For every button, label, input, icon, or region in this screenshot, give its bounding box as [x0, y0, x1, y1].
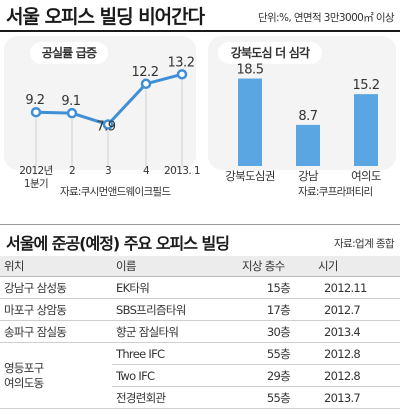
- table-row: 강남구 삼성동 EK타워 15층 2012.11: [0, 276, 400, 299]
- bar-value-label: 18.5: [237, 63, 264, 78]
- bar-category-label: 강남: [298, 169, 319, 183]
- row-floors: 55층: [238, 386, 314, 409]
- row-floors: 29층: [238, 364, 314, 387]
- bar-category-label: 강북도심권: [225, 169, 275, 183]
- office-buildings-table: 위치 이름 지상 층수 시기 강남구 삼성동 EK타워 15층 2012.11 …: [0, 256, 400, 409]
- line-point: [30, 106, 42, 118]
- row-floors: 30층: [238, 320, 314, 343]
- line-value-label: 9.1: [61, 94, 80, 109]
- line-chart-source: 자료:쿠시먼앤드웨이크필드: [60, 186, 171, 198]
- table-header-row: 위치 이름 지상 층수 시기: [0, 256, 400, 277]
- group-location-line2: 여의도동: [4, 375, 44, 390]
- row-location: 마포구 상암동: [0, 298, 112, 321]
- line-chart-title: 공실률 급증: [30, 42, 108, 64]
- row-name: 향군 잠실타워: [112, 320, 238, 343]
- row-date: 2012.8: [314, 364, 400, 387]
- bar-value-label: 8.7: [298, 109, 317, 124]
- header-name: 이름: [112, 256, 238, 277]
- row-location-group: 영등포구 여의도동: [0, 342, 112, 409]
- bar-chart-title: 강북도심 더 심각: [218, 42, 322, 64]
- line-point: [66, 107, 78, 119]
- line-value-label: 12.2: [132, 65, 159, 80]
- line-x-tick-label: 1분기: [24, 178, 48, 190]
- row-floors: 15층: [238, 276, 314, 299]
- table-row: Two IFC 29층 2012.8: [0, 364, 400, 387]
- unit-note: 단위:%, 연면적 3만3000㎡ 이상: [257, 12, 395, 24]
- row-name: 전경련회관: [112, 386, 238, 409]
- row-date: 2012.8: [314, 342, 400, 365]
- bar: [238, 78, 262, 166]
- table-row: 마포구 상암동 SBS프리즘타워 17층 2012.7: [0, 298, 400, 321]
- line-x-tick-label: 4: [143, 165, 150, 177]
- line-value-label: 7.9: [96, 120, 115, 135]
- table-title: 서울에 준공(예정) 주요 오피스 빌딩: [6, 234, 230, 253]
- row-date: 2013.7: [314, 386, 400, 409]
- section-divider: [0, 224, 400, 225]
- row-location: 송파구 잠실동: [0, 320, 112, 343]
- bar-chart: 18.5 강북도심권 8.7 강남 15.2 여의도: [225, 63, 381, 183]
- row-name: EK타워: [112, 276, 238, 299]
- row-name: Three IFC: [112, 342, 238, 365]
- line-x-tick-label: 2013. 1: [164, 165, 200, 177]
- row-floors: 17층: [238, 298, 314, 321]
- row-name: SBS프리즘타워: [112, 298, 238, 321]
- row-floors: 55층: [238, 342, 314, 365]
- bar: [354, 94, 378, 166]
- group-location-line1: 영등포구: [4, 360, 44, 375]
- header-divider: [0, 30, 400, 32]
- line-point: [176, 69, 188, 80]
- row-date: 2013.4: [314, 320, 400, 343]
- row-name: Two IFC: [112, 364, 238, 387]
- table-source: 자료:업계 종합: [333, 238, 395, 250]
- header-floors: 지상 층수: [238, 256, 314, 277]
- bar-chart-source: 자료:쿠프라퍼티리: [298, 186, 373, 198]
- line-point: [140, 78, 152, 90]
- row-date: 2012.7: [314, 298, 400, 321]
- line-value-label: 13.2: [168, 55, 195, 70]
- table-row: 송파구 잠실동 향군 잠실타워 30층 2013.4: [0, 320, 400, 343]
- header-date: 시기: [314, 256, 400, 277]
- header-location: 위치: [0, 256, 112, 277]
- line-value-label: 9.2: [25, 93, 44, 108]
- page-title: 서울 오피스 빌딩 비어간다: [6, 6, 205, 28]
- line-x-tick-label: 2: [69, 165, 75, 177]
- line-x-tick-label: 2012년: [19, 165, 52, 177]
- line-point: [102, 119, 114, 130]
- table-row: 전경련회관 55층 2013.7: [0, 386, 400, 409]
- bar: [296, 124, 320, 166]
- row-date: 2012.11: [314, 276, 400, 299]
- bar-category-label: 여의도: [351, 169, 381, 183]
- table-row: 영등포구 여의도동 Three IFC 55층 2012.8: [0, 342, 400, 409]
- line-x-tick-label: 3: [105, 165, 111, 177]
- bar-value-label: 15.2: [353, 78, 380, 93]
- row-location: 강남구 삼성동: [0, 276, 112, 299]
